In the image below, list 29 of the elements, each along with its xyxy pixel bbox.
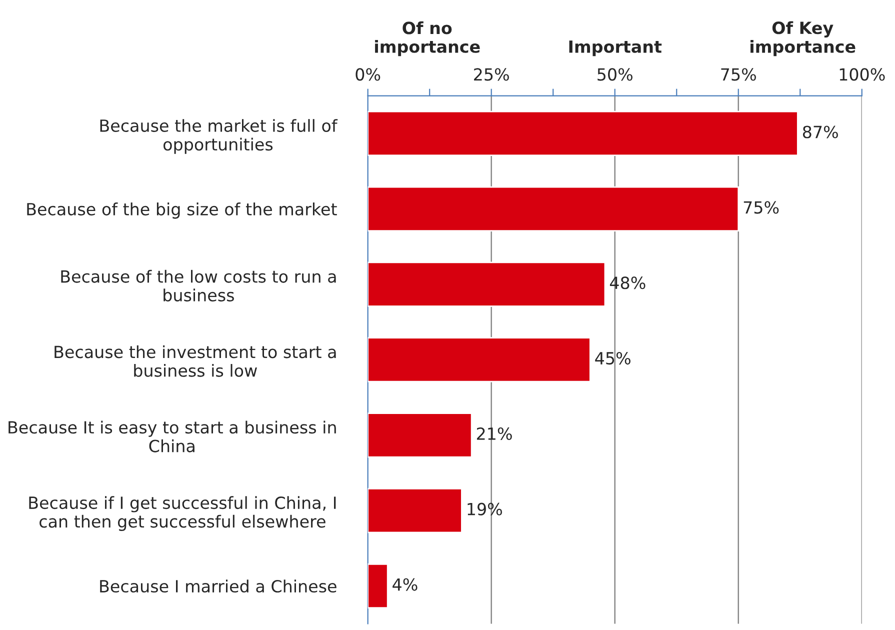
x-tick-label: 75%	[721, 68, 756, 81]
y-tick-label: Because if I get successful in China, I can then get successful elsewhere	[29, 496, 336, 531]
y-tick-label: Because It is easy to start a business in China	[8, 420, 336, 452]
y-tick-label: Because of the big size of the market	[27, 202, 337, 219]
bar	[368, 563, 388, 609]
y-tick-label: Because the investment to start a business is low	[54, 345, 336, 377]
bar	[368, 262, 606, 307]
data-label: 45%	[595, 352, 630, 365]
x-tick-label: 100%	[840, 68, 885, 81]
data-label: 19%	[468, 502, 502, 516]
x-tick-label: 0%	[356, 68, 380, 81]
bar	[368, 488, 462, 534]
data-label: 75%	[744, 201, 779, 214]
data-label: 21%	[476, 427, 512, 440]
y-tick-label: Because the market is full of opportunities	[100, 119, 338, 154]
text: Of no importance	[375, 21, 480, 56]
bar	[368, 337, 591, 382]
data-label: 48%	[610, 276, 646, 290]
bar	[368, 186, 740, 232]
y-tick-label: Because I married a Chinese	[100, 580, 336, 593]
x-tick-label: 50%	[598, 68, 632, 81]
y-tick-label: Because of the low costs to run a business	[61, 270, 336, 302]
text: Of Key importance	[750, 21, 856, 56]
bar	[368, 110, 798, 156]
text: Important	[569, 40, 662, 56]
bar	[368, 412, 472, 458]
x-tick-label: 25%	[474, 68, 509, 81]
data-label: 87%	[802, 126, 838, 138]
data-label: 4%	[392, 578, 418, 591]
